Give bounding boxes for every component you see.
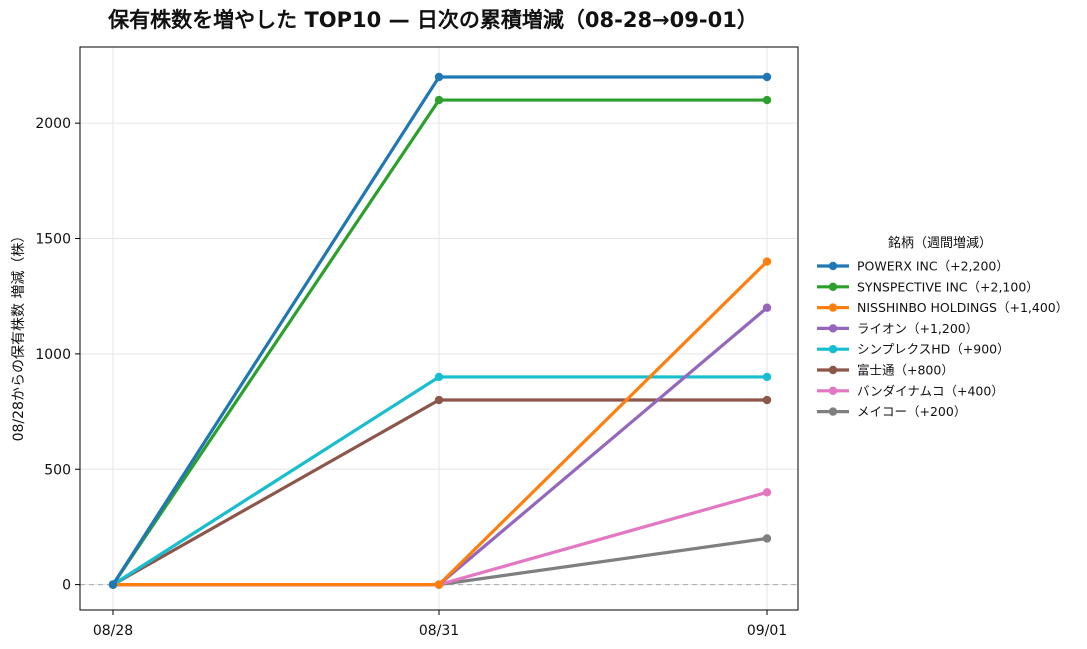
series bbox=[108, 372, 772, 589]
legend: 銘柄（週間増減） POWERX INC（+2,200） SYNSPECTIVE I… bbox=[817, 235, 1068, 419]
series-line bbox=[111, 98, 767, 586]
legend-marker bbox=[828, 365, 838, 375]
series bbox=[108, 395, 772, 589]
legend-item: POWERX INC（+2,200） bbox=[817, 259, 1009, 274]
legend-marker bbox=[828, 303, 838, 312]
legend-item: ライオン（+1,200） bbox=[817, 321, 978, 336]
data-point bbox=[762, 395, 772, 405]
chart-title: 保有株数を増やした TOP10 — 日次の累積増減（08-28→09-01） bbox=[107, 8, 758, 32]
legend-label: バンダイナムコ（+400） bbox=[857, 383, 1004, 398]
legend-item: SYNSPECTIVE INC（+2,100） bbox=[817, 279, 1039, 294]
x-axis: 08/28 08/31 09/01 bbox=[93, 610, 787, 639]
data-point bbox=[762, 303, 772, 312]
legend-marker bbox=[828, 345, 838, 354]
grid bbox=[80, 47, 798, 610]
data-point bbox=[434, 95, 444, 105]
legend-title: 銘柄（週間増減） bbox=[888, 235, 992, 251]
series-line bbox=[113, 490, 768, 587]
legend-item: バンダイナムコ（+400） bbox=[817, 383, 1004, 398]
y-axis-label: 08/28からの保有株数 増減（株） bbox=[10, 229, 27, 442]
legend-label: NISSHINBO HOLDINGS（+1,400） bbox=[857, 300, 1068, 315]
series bbox=[108, 488, 772, 589]
series bbox=[108, 257, 772, 589]
series bbox=[108, 72, 772, 589]
data-point bbox=[434, 580, 444, 589]
legend-label: SYNSPECTIVE INC（+2,100） bbox=[857, 279, 1039, 294]
y-tick-label: 0 bbox=[62, 578, 71, 594]
legend-label: シンプレクスHD（+900） bbox=[857, 342, 1010, 357]
data-point bbox=[762, 257, 772, 266]
legend-marker bbox=[828, 282, 838, 291]
series-line bbox=[111, 75, 767, 586]
legend-item: メイコー（+200） bbox=[817, 404, 966, 419]
data-point bbox=[762, 372, 772, 382]
data-point bbox=[108, 580, 118, 589]
data-point bbox=[762, 72, 772, 82]
x-tick-label: 09/01 bbox=[747, 623, 787, 639]
legend-item: 富士通（+800） bbox=[817, 363, 954, 378]
y-tick-label: 1500 bbox=[35, 232, 71, 248]
data-point bbox=[434, 395, 444, 405]
data-point bbox=[762, 534, 772, 543]
legend-marker bbox=[828, 324, 838, 333]
legend-marker bbox=[828, 261, 838, 271]
x-tick-label: 08/28 bbox=[93, 623, 133, 639]
y-tick-label: 500 bbox=[44, 462, 71, 478]
series-line bbox=[113, 260, 769, 587]
legend-marker bbox=[828, 386, 838, 395]
y-tick-label: 1000 bbox=[35, 347, 71, 363]
data-point bbox=[762, 488, 772, 497]
series-group bbox=[108, 72, 772, 589]
series bbox=[108, 303, 772, 589]
series-line bbox=[112, 398, 767, 587]
data-point bbox=[762, 95, 772, 105]
legend-item: NISSHINBO HOLDINGS（+1,400） bbox=[817, 300, 1068, 315]
legend-label: POWERX INC（+2,200） bbox=[857, 259, 1009, 274]
data-point bbox=[434, 372, 444, 382]
y-axis: 0 500 1000 1500 2000 bbox=[35, 116, 80, 594]
series-line bbox=[113, 306, 769, 587]
y-tick-label: 2000 bbox=[35, 116, 71, 132]
legend-label: 富士通（+800） bbox=[857, 363, 954, 378]
legend-label: メイコー（+200） bbox=[857, 404, 966, 419]
legend-item: シンプレクスHD（+900） bbox=[817, 342, 1010, 357]
x-tick-label: 08/31 bbox=[419, 623, 459, 639]
legend-marker bbox=[828, 407, 838, 416]
legend-label: ライオン（+1,200） bbox=[857, 321, 978, 336]
data-point bbox=[434, 72, 444, 82]
series bbox=[108, 95, 772, 589]
series-line bbox=[113, 536, 768, 587]
